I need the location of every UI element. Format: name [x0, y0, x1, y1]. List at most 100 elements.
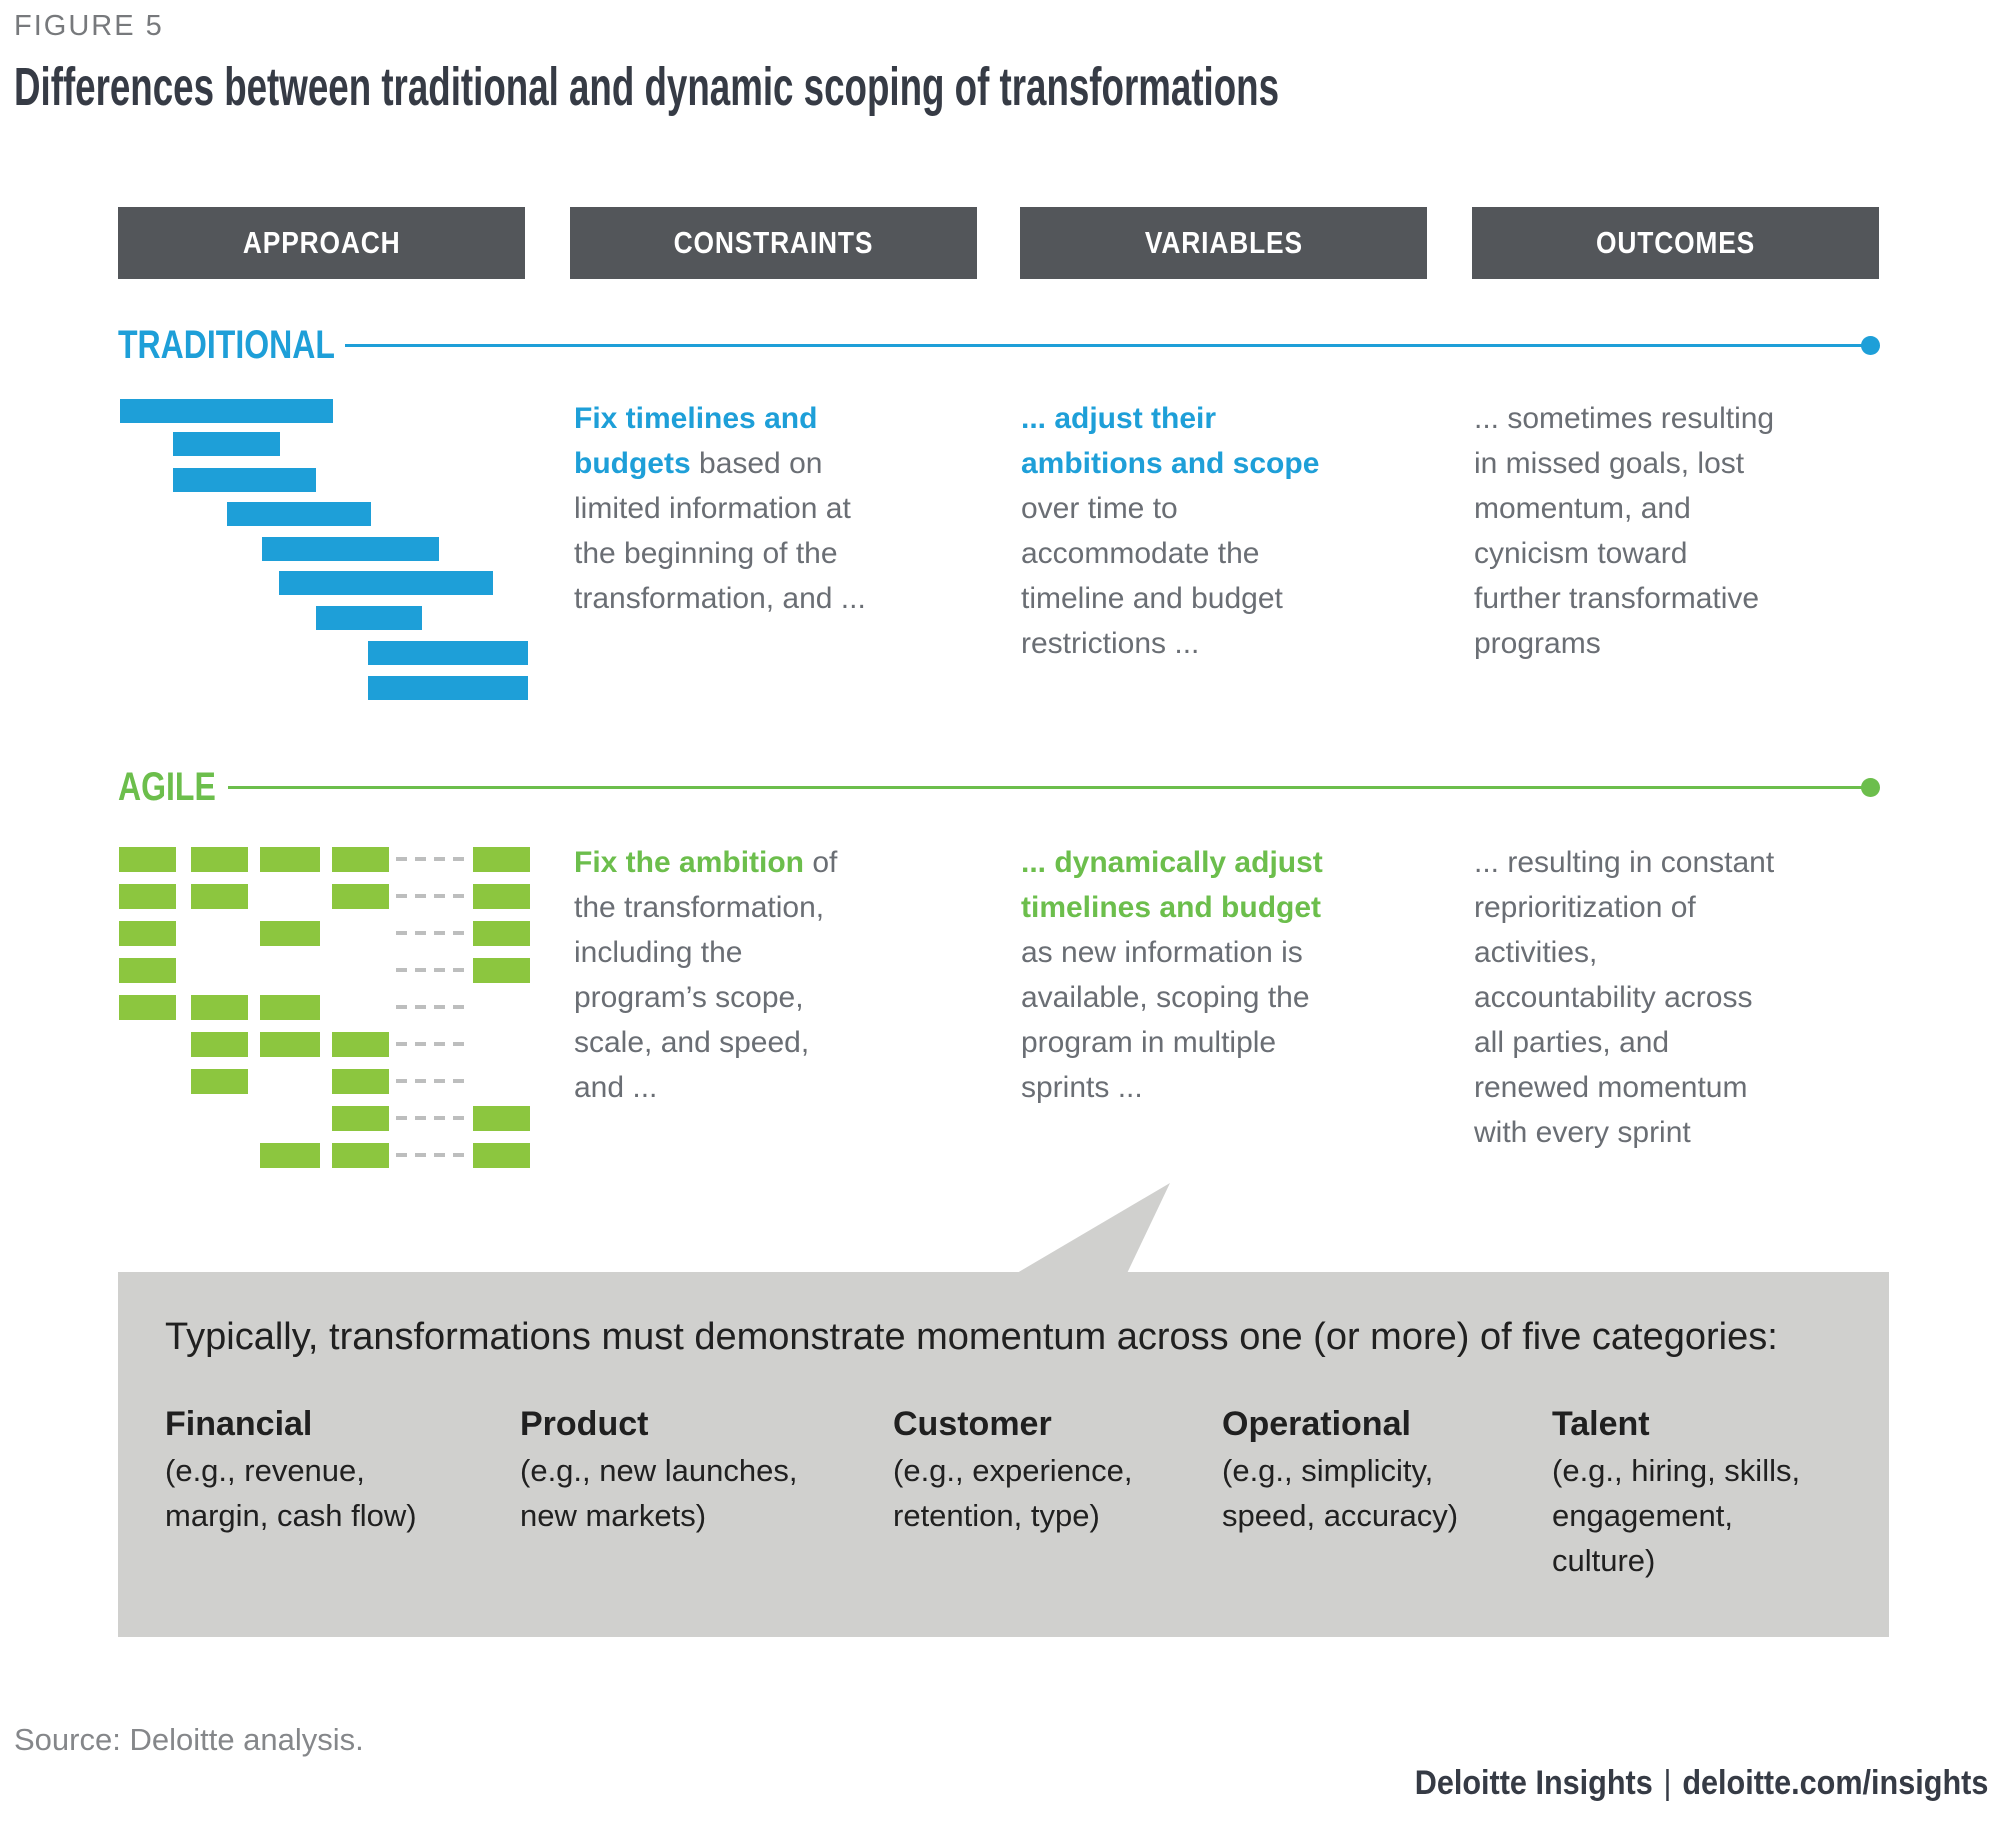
- category-talent-name: Talent: [1552, 1405, 1650, 1443]
- footer-branding: Deloitte Insights | deloitte.com/insights: [1414, 1764, 1988, 1803]
- sprint-block: [191, 1032, 248, 1057]
- sprint-dash: [434, 968, 445, 972]
- sprint-block: [332, 1143, 389, 1168]
- sprint-block: [119, 847, 176, 872]
- sprint-dash: [415, 1153, 426, 1157]
- sprint-block: [332, 847, 389, 872]
- sprint-dash: [396, 894, 407, 898]
- gantt-bar: [120, 399, 333, 423]
- agile-variables-text: ... dynamically adjust timelines and bud…: [1021, 840, 1411, 1110]
- sprint-dash: [434, 1153, 445, 1157]
- traditional-timeline-rule: [345, 344, 1866, 347]
- sprint-block: [473, 958, 530, 983]
- agile-timeline-end-dot: [1861, 778, 1880, 797]
- agile-constraints-text: Fix the ambition of the transformation, …: [574, 840, 944, 1110]
- category-customer-name: Customer: [893, 1405, 1052, 1443]
- sprint-block: [332, 1069, 389, 1094]
- footer-brand: Deloitte Insights: [1414, 1764, 1653, 1802]
- agile-row-label: AGILE: [118, 765, 216, 809]
- footer-url: deloitte.com/insights: [1681, 1764, 1988, 1802]
- callout-pointer: [1017, 1183, 1170, 1273]
- sprint-dash: [396, 1042, 407, 1046]
- gantt-bar: [262, 537, 439, 561]
- category-product-example: (e.g., new launches, new markets): [520, 1453, 798, 1533]
- traditional-variables-text: ... adjust their ambitions and scope ove…: [1021, 396, 1411, 666]
- sprint-block: [260, 1143, 320, 1168]
- sprint-block: [119, 921, 176, 946]
- sprint-dash: [396, 1005, 407, 1009]
- sprint-dash: [415, 1079, 426, 1083]
- sprint-block: [332, 1032, 389, 1057]
- sprint-dash: [434, 1005, 445, 1009]
- category-financial: Financial (e.g., revenue, margin, cash f…: [165, 1400, 417, 1538]
- sprint-dash: [415, 857, 426, 861]
- column-header-constraints-label: CONSTRAINTS: [673, 225, 874, 260]
- sprint-dash: [415, 1116, 426, 1120]
- sprint-block: [473, 1106, 530, 1131]
- sprint-dash: [453, 857, 464, 861]
- source-note: Source: Deloitte analysis.: [14, 1722, 364, 1757]
- traditional-outcomes-text: ... sometimes resulting in missed goals,…: [1474, 402, 1775, 660]
- sprint-dash: [453, 1042, 464, 1046]
- sprint-block: [332, 884, 389, 909]
- sprint-block: [191, 1069, 248, 1094]
- sprint-dash: [396, 968, 407, 972]
- sprint-block: [191, 995, 248, 1020]
- sprint-block: [332, 1106, 389, 1131]
- sprint-dash: [434, 1079, 445, 1083]
- category-financial-name: Financial: [165, 1405, 313, 1443]
- sprint-dash: [434, 931, 445, 935]
- column-header-approach: APPROACH: [118, 207, 525, 279]
- traditional-constraints-lead: Fix timelines and budgets: [574, 402, 818, 480]
- traditional-variables-rest: over time to accommodate the timeline an…: [1021, 492, 1283, 660]
- sprint-dash: [453, 1079, 464, 1083]
- gantt-bar: [316, 606, 422, 630]
- callout-intro: Typically, transformations must demonstr…: [165, 1316, 1778, 1358]
- gantt-bar: [173, 468, 316, 492]
- sprint-dash: [434, 1116, 445, 1120]
- sprint-dash: [396, 857, 407, 861]
- category-customer: Customer (e.g., experience, retention, t…: [893, 1400, 1133, 1538]
- sprint-block: [260, 921, 320, 946]
- column-header-variables: VARIABLES: [1020, 207, 1427, 279]
- sprint-dash: [415, 1005, 426, 1009]
- gantt-bar: [279, 571, 493, 595]
- sprint-dash: [434, 857, 445, 861]
- column-header-constraints: CONSTRAINTS: [570, 207, 977, 279]
- sprint-dash: [396, 1116, 407, 1120]
- category-talent: Talent (e.g., hiring, skills, engagement…: [1552, 1400, 1800, 1583]
- sprint-block: [260, 1032, 320, 1057]
- sprint-block: [119, 958, 176, 983]
- column-header-approach-label: APPROACH: [242, 225, 401, 260]
- sprint-dash: [453, 894, 464, 898]
- traditional-constraints-text: Fix timelines and budgets based on limit…: [574, 396, 944, 621]
- column-header-outcomes-label: OUTCOMES: [1595, 225, 1756, 260]
- sprint-dash: [396, 1079, 407, 1083]
- traditional-variables-lead: ... adjust their ambitions and scope: [1021, 402, 1320, 480]
- sprint-dash: [453, 1153, 464, 1157]
- sprint-dash: [415, 968, 426, 972]
- sprint-block: [119, 884, 176, 909]
- figure-label: FIGURE 5: [14, 10, 164, 42]
- agile-outcomes-text: ... resulting in constant reprioritizati…: [1474, 846, 1775, 1149]
- sprint-block: [473, 1143, 530, 1168]
- agile-constraints-rest: of the transformation, including the pro…: [574, 846, 838, 1104]
- sprint-dash: [453, 968, 464, 972]
- figure-title: Differences between traditional and dyna…: [14, 57, 1280, 117]
- traditional-row-label: TRADITIONAL: [118, 323, 335, 367]
- gantt-bar: [368, 641, 528, 665]
- category-operational: Operational (e.g., simplicity, speed, ac…: [1222, 1400, 1458, 1538]
- sprint-block: [260, 847, 320, 872]
- agile-constraints-lead: Fix the ambition: [574, 846, 805, 879]
- sprint-dash: [396, 931, 407, 935]
- category-operational-example: (e.g., simplicity, speed, accuracy): [1222, 1453, 1459, 1533]
- category-operational-name: Operational: [1222, 1405, 1411, 1443]
- column-header-variables-label: VARIABLES: [1144, 225, 1303, 260]
- traditional-constraints-rest: based on limited information at the begi…: [574, 447, 866, 615]
- gantt-bar: [368, 676, 528, 700]
- sprint-dash: [415, 1042, 426, 1046]
- sprint-block: [119, 995, 176, 1020]
- sprint-block: [191, 847, 248, 872]
- traditional-timeline-end-dot: [1861, 336, 1880, 355]
